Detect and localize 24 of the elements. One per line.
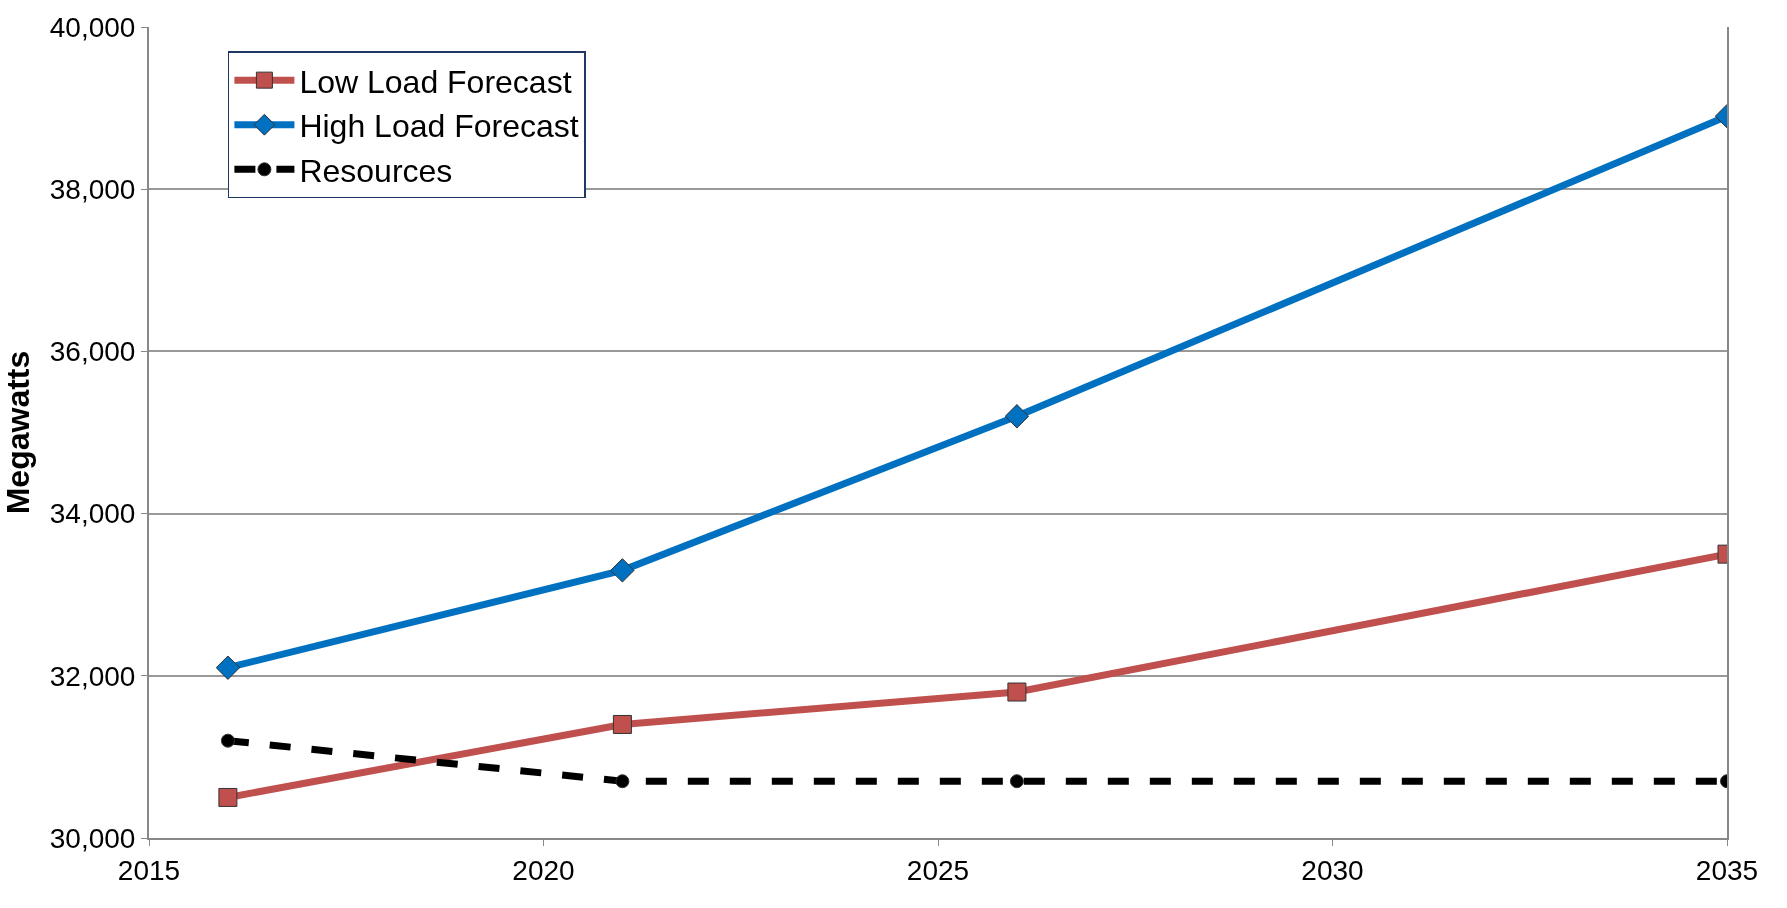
- point: [218, 787, 238, 807]
- point: [1009, 774, 1024, 789]
- point: [220, 733, 235, 748]
- x-tick-label: 2015: [117, 854, 181, 886]
- x-tick-label: 2030: [1301, 854, 1364, 886]
- point: [1007, 682, 1027, 702]
- y-axis-title: Megawatts: [0, 350, 36, 515]
- legend-label: High Load Forecast: [299, 108, 579, 145]
- point: [610, 558, 635, 583]
- legend-label: Resources: [299, 152, 453, 189]
- x-tick-label: 2035: [1695, 854, 1759, 886]
- y-tick-label: 32,000: [49, 660, 136, 692]
- point: [1004, 404, 1030, 429]
- y-tick-label: 34,000: [49, 498, 136, 530]
- point: [615, 774, 630, 789]
- point: [215, 655, 241, 680]
- x-tick-label: 2020: [512, 854, 575, 886]
- y-tick-label: 40,000: [49, 11, 136, 43]
- y-tick-label: 30,000: [49, 822, 136, 854]
- x-tick-label: 2025: [906, 854, 970, 886]
- point: [612, 714, 632, 734]
- y-tick-label: 36,000: [49, 336, 136, 368]
- legend-label: Low Load Forecast: [299, 63, 572, 100]
- y-tick-label: 38,000: [49, 174, 136, 205]
